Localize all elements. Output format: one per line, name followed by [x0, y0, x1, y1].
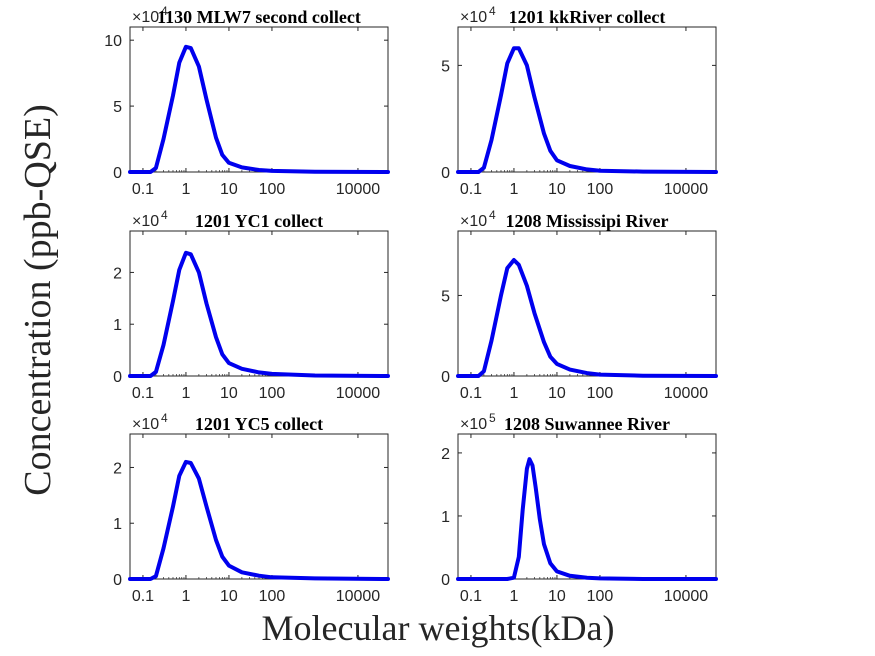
y-tick-label: 0	[441, 572, 450, 589]
x-tick-label: 10	[220, 385, 238, 402]
series-line	[456, 46, 718, 174]
subplot-4: 0.1 1 10 100 10000 0 5 ×10 4 1208 Mississipi Rive…	[441, 208, 718, 402]
y-tick-label: 2	[113, 460, 122, 477]
y-multiplier-exponent: 4	[161, 411, 168, 425]
x-tick-label: 1	[509, 181, 518, 198]
y-tick-label: 5	[441, 288, 450, 305]
y-tick-label: 0	[441, 165, 450, 182]
subplot-3: 0.1 1 10 100 10000 0 1 2 ×10 4 1201 YC1 collect	[113, 208, 390, 402]
y-multiplier: ×10	[132, 416, 159, 433]
axes-box	[129, 433, 389, 580]
y-tick-label: 5	[441, 58, 450, 75]
y-multiplier-exponent: 4	[161, 4, 168, 18]
y-multiplier: ×10	[132, 9, 159, 26]
x-tick-label: 0.1	[132, 588, 154, 605]
y-tick-label: 0	[113, 369, 122, 386]
series-line	[128, 250, 390, 378]
axes-box	[457, 26, 717, 173]
x-tick-label: 100	[587, 385, 614, 402]
subplot-title: 1208 Mississipi River	[505, 211, 668, 231]
x-tick-label: 10	[548, 588, 566, 605]
x-tick-label: 10000	[664, 588, 709, 605]
y-multiplier: ×10	[132, 213, 159, 230]
x-tick-label: 10000	[336, 588, 381, 605]
axes-box	[129, 26, 389, 173]
series-line	[128, 459, 390, 581]
subplot-5: 0.1 1 10 100 10000 0 1 2 ×10 4 1201 YC5 collect	[113, 411, 390, 605]
axes-box	[129, 230, 389, 377]
x-tick-label: 0.1	[460, 181, 482, 198]
x-tick-label: 1	[181, 588, 190, 605]
x-tick-label: 1	[509, 588, 518, 605]
y-tick-label: 1	[113, 516, 122, 533]
x-tick-label: 1	[181, 181, 190, 198]
x-tick-label: 1	[181, 385, 190, 402]
series-line	[456, 258, 718, 378]
figure-ylabel: Concentration (ppb-QSE)	[17, 104, 59, 496]
y-tick-label: 1	[441, 509, 450, 526]
subplot-2: 0.1 1 10 100 10000 0 5 ×10 4 1201 kkRiver collect	[441, 4, 718, 198]
x-tick-label: 0.1	[460, 385, 482, 402]
x-tick-label: 100	[259, 181, 286, 198]
series-line	[128, 44, 390, 174]
subplot-title: 1201 kkRiver collect	[509, 7, 666, 27]
x-tick-label: 10000	[336, 181, 381, 198]
y-multiplier-exponent: 4	[489, 4, 496, 18]
x-tick-label: 0.1	[132, 385, 154, 402]
x-tick-label: 10000	[664, 181, 709, 198]
y-multiplier-exponent: 5	[489, 411, 496, 425]
x-tick-label: 10	[220, 181, 238, 198]
y-multiplier: ×10	[460, 213, 487, 230]
x-tick-label: 0.1	[460, 588, 482, 605]
x-tick-label: 10	[220, 588, 238, 605]
x-tick-label: 0.1	[132, 181, 154, 198]
y-tick-label: 2	[113, 265, 122, 282]
x-tick-label: 10	[548, 181, 566, 198]
subplot-title: 1130 MLW7 second collect	[157, 7, 361, 27]
y-multiplier-exponent: 4	[489, 208, 496, 222]
y-tick-label: 5	[113, 99, 122, 116]
y-tick-label: 0	[113, 165, 122, 182]
subplot-title: 1201 YC1 collect	[195, 211, 323, 231]
y-tick-label: 1	[113, 317, 122, 334]
x-tick-label: 10	[548, 385, 566, 402]
x-tick-label: 100	[259, 385, 286, 402]
y-multiplier: ×10	[460, 416, 487, 433]
x-tick-label: 1	[509, 385, 518, 402]
y-tick-label: 10	[104, 33, 122, 50]
x-tick-label: 10000	[336, 385, 381, 402]
x-tick-label: 10000	[664, 385, 709, 402]
axes-box	[457, 230, 717, 377]
subplot-6: 0.1 1 10 100 10000 0 1 2 ×10 5 1208 Suwannee River	[441, 411, 718, 605]
figure-xlabel: Molecular weights(kDa)	[262, 608, 615, 648]
x-tick-label: 100	[587, 181, 614, 198]
x-tick-label: 100	[587, 588, 614, 605]
y-tick-label: 0	[113, 572, 122, 589]
subplot-title: 1208 Suwannee River	[504, 414, 670, 434]
y-multiplier: ×10	[460, 9, 487, 26]
y-tick-label: 0	[441, 369, 450, 386]
x-tick-label: 100	[259, 588, 286, 605]
subplot-title: 1201 YC5 collect	[195, 414, 323, 434]
y-multiplier-exponent: 4	[161, 208, 168, 222]
axes-box	[457, 433, 717, 580]
y-tick-label: 2	[441, 446, 450, 463]
series-line	[456, 457, 718, 581]
